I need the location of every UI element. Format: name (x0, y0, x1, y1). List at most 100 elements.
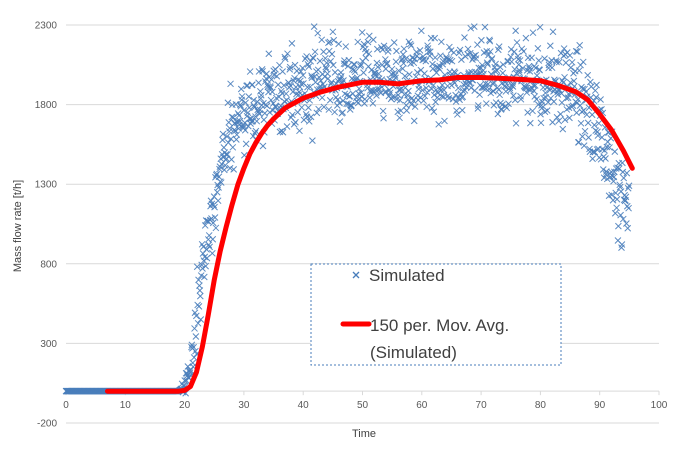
scatter-point-442 (259, 67, 266, 75)
scatter-point-498 (284, 50, 291, 58)
scatter-point-1122 (561, 116, 569, 124)
scatter-point-1063 (535, 57, 543, 64)
scatter-point-1165 (580, 142, 588, 150)
y-tick-label-3: 1300 (35, 180, 58, 191)
scatter-point-870 (449, 95, 457, 103)
scatter-point-936 (478, 61, 486, 69)
y-axis-ticks: -200 300 800 1300 1800 2300 (35, 21, 58, 430)
scatter-point-741 (392, 74, 399, 82)
scatter-point-477 (274, 81, 282, 89)
scatter-point-1208 (599, 166, 607, 173)
scatter-point-945 (482, 100, 490, 107)
scatter-point-942 (481, 23, 489, 31)
scatter-point-1147 (572, 47, 580, 55)
scatter-point-1198 (595, 119, 603, 127)
scatter-point-995 (505, 100, 512, 108)
scatter-point-982 (499, 69, 507, 77)
scatter-point-648 (350, 66, 358, 74)
scatter-point-760 (400, 45, 408, 53)
scatter-point-776 (407, 42, 415, 49)
scatter-point-740 (391, 72, 399, 79)
scatter-point-583 (321, 54, 329, 62)
scatter-point-556 (309, 54, 317, 62)
scatter-point-1029 (520, 48, 528, 55)
scatter-point-353 (219, 130, 227, 138)
scatter-point-1082 (543, 107, 551, 114)
scatter-point-1254 (620, 174, 628, 182)
scatter-point-1052 (530, 87, 538, 95)
scatter-point-372 (228, 156, 235, 163)
scatter-point-1184 (589, 155, 596, 163)
scatter-point-480 (276, 61, 283, 69)
scatter-point-1014 (513, 39, 521, 46)
y-tick-label-1: 300 (40, 339, 57, 350)
x-tick-label-7: 70 (476, 400, 488, 411)
scatter-point-1066 (536, 23, 544, 31)
scatter-point-631 (343, 100, 350, 108)
scatter-point-611 (334, 96, 342, 103)
scatter-point-547 (305, 118, 313, 125)
y-tick-label-4: 1800 (35, 100, 58, 111)
scatter-point-466 (269, 100, 277, 107)
scatter-point-629 (342, 43, 350, 50)
moving-average-line (105, 75, 635, 394)
scatter-point-412 (245, 104, 253, 111)
legend-label-simulated: Simulated (369, 266, 445, 285)
scatter-point-948 (484, 61, 491, 68)
scatter-point-733 (388, 65, 396, 73)
scatter-point-566 (314, 29, 322, 37)
scatter-point-634 (344, 62, 352, 70)
scatter-point-893 (459, 87, 467, 95)
scatter-point-443 (259, 142, 267, 150)
scatter-point-909 (466, 49, 474, 57)
scatter-point-1135 (567, 64, 575, 71)
scatter-point-958 (488, 55, 496, 62)
scatter-point-963 (490, 79, 498, 87)
scatter-point-1036 (523, 89, 531, 96)
scatter-point-414 (246, 68, 254, 75)
scatter-point-299 (195, 303, 203, 310)
scatter-point-742 (392, 58, 400, 66)
x-tick-label-2: 20 (179, 400, 191, 411)
scatter-point-642 (348, 102, 355, 109)
scatter-point-1097 (550, 98, 558, 105)
scatter-point-505 (287, 82, 294, 90)
scatter-point-695 (371, 72, 379, 79)
scatter-point-830 (431, 54, 439, 61)
scatter-point-1047 (528, 54, 536, 62)
scatter-point-314 (202, 262, 210, 270)
scatter-point-575 (318, 36, 326, 44)
scatter-point-396 (238, 93, 246, 100)
scatter-point-1076 (541, 55, 548, 62)
scatter-point-452 (263, 102, 271, 110)
scatter-point-492 (281, 53, 289, 61)
scatter-point-437 (257, 87, 264, 95)
scatter-point-758 (399, 51, 407, 58)
scatter-point-509 (289, 111, 296, 119)
scatter-point-496 (283, 96, 290, 104)
scatter-point-751 (396, 96, 404, 104)
scatter-point-826 (430, 81, 437, 89)
scatter-point-358 (221, 161, 229, 169)
scatter-point-1236 (612, 189, 620, 197)
scatter-point-973 (495, 86, 503, 93)
scatter-point-458 (266, 108, 274, 116)
scatter-point-748 (395, 67, 403, 75)
scatter-point-433 (255, 79, 262, 87)
scatter-point-293 (192, 312, 200, 320)
scatter-point-714 (380, 114, 387, 122)
scatter-point-1242 (615, 222, 622, 230)
scatter-point-718 (381, 56, 389, 63)
scatter-point-1174 (584, 119, 592, 127)
scatter-point-331 (209, 219, 217, 227)
scatter-point-1023 (517, 95, 525, 103)
scatter-point-497 (283, 123, 291, 130)
scatter-point-549 (306, 83, 314, 91)
scatter-point-370 (227, 80, 234, 88)
x-tick-label-4: 40 (298, 400, 310, 411)
scatter-point-838 (435, 120, 443, 128)
x-tick-label-0: 0 (63, 400, 69, 411)
scatter-point-1175 (585, 134, 592, 141)
scatter-point-525 (296, 127, 303, 135)
scatter-point-823 (428, 104, 436, 112)
